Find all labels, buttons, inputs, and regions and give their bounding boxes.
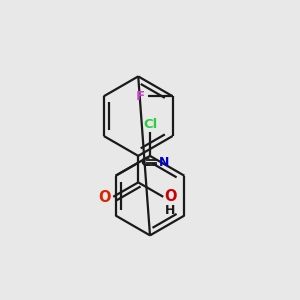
Text: H: H xyxy=(165,204,175,218)
Text: Cl: Cl xyxy=(143,118,157,131)
Text: O: O xyxy=(165,189,177,204)
Text: O: O xyxy=(98,190,111,205)
Text: F: F xyxy=(136,90,145,103)
Text: C: C xyxy=(140,156,149,169)
Text: N: N xyxy=(159,156,170,169)
